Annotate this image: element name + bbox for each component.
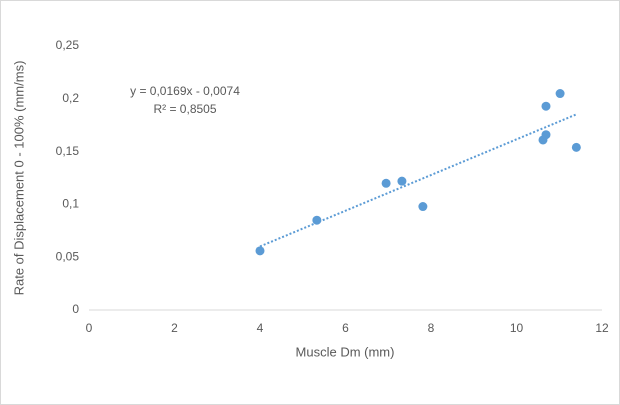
trendline [259, 113, 577, 248]
data-point [312, 215, 322, 225]
data-point [397, 176, 407, 186]
data-point [571, 142, 581, 152]
data-point [541, 130, 551, 140]
x-tick-label: 8 [428, 321, 435, 335]
y-tick-label: 0,05 [56, 249, 80, 263]
y-axis-label: Rate of Displacement 0 - 100% (mm/ms) [11, 61, 26, 296]
data-point [255, 246, 265, 256]
x-axis-label: Muscle Dm (mm) [296, 344, 395, 359]
x-tick-label: 12 [595, 321, 609, 335]
x-tick-label: 0 [86, 321, 93, 335]
y-tick-label: 0,2 [62, 91, 79, 105]
data-point [418, 202, 428, 212]
data-point [555, 89, 565, 99]
trendline-r2: R² = 0,8505 [153, 102, 216, 116]
x-tick-label: 2 [171, 321, 178, 335]
y-tick-label: 0,25 [56, 38, 80, 52]
trendline-equation: y = 0,0169x - 0,0074 [130, 84, 240, 98]
data-point [541, 101, 551, 111]
x-tick-label: 6 [342, 321, 349, 335]
x-tick-label: 10 [510, 321, 524, 335]
data-point [381, 178, 391, 188]
y-tick-label: 0,15 [56, 144, 80, 158]
y-tick-label: 0 [72, 302, 79, 316]
y-tick-label: 0,1 [62, 197, 79, 211]
x-tick-label: 4 [257, 321, 264, 335]
